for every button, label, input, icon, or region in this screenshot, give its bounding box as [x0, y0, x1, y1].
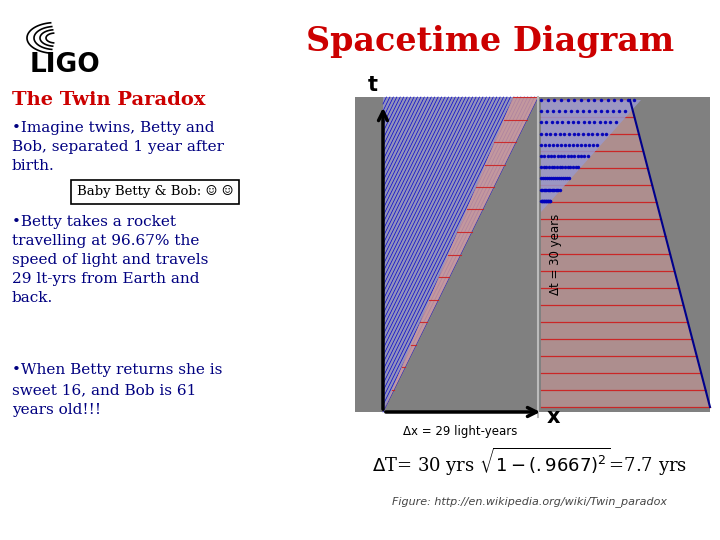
Text: •Imagine twins, Betty and: •Imagine twins, Betty and	[12, 121, 215, 135]
Text: speed of light and travels: speed of light and travels	[12, 253, 208, 267]
Bar	[355, 97, 710, 412]
Text: travelling at 96.67% the: travelling at 96.67% the	[12, 234, 199, 248]
Text: x: x	[546, 407, 559, 427]
Text: Δx = 29 light-years: Δx = 29 light-years	[403, 426, 518, 438]
Text: 29 lt-yrs from Earth and: 29 lt-yrs from Earth and	[12, 272, 199, 286]
Text: back.: back.	[12, 291, 53, 305]
Text: sweet 16, and Bob is 61: sweet 16, and Bob is 61	[12, 383, 197, 397]
Text: •Betty takes a rocket: •Betty takes a rocket	[12, 215, 176, 229]
Polygon shape	[541, 100, 641, 212]
Text: Spacetime Diagram: Spacetime Diagram	[306, 25, 674, 58]
Text: •When Betty returns she is: •When Betty returns she is	[12, 363, 222, 377]
Text: birth.: birth.	[12, 159, 55, 173]
Polygon shape	[541, 100, 710, 407]
Text: Bob, separated 1 year after: Bob, separated 1 year after	[12, 140, 224, 154]
Text: $\Delta$T= 30 yrs $\sqrt{1-(.9667)^2}$=7.7 yrs: $\Delta$T= 30 yrs $\sqrt{1-(.9667)^2}$=7…	[372, 446, 688, 478]
Text: Δt = 30 years: Δt = 30 years	[549, 214, 562, 295]
Text: LIGO: LIGO	[30, 52, 101, 78]
Text: The Twin Paradox: The Twin Paradox	[12, 91, 205, 109]
Polygon shape	[383, 97, 538, 412]
Text: Figure: http://en.wikipedia.org/wiki/Twin_paradox: Figure: http://en.wikipedia.org/wiki/Twi…	[392, 497, 667, 508]
Text: t: t	[368, 75, 378, 95]
Text: Baby Betty & Bob: ☺ ☺: Baby Betty & Bob: ☺ ☺	[77, 186, 233, 199]
Text: years old!!!: years old!!!	[12, 403, 101, 417]
Polygon shape	[383, 97, 538, 412]
